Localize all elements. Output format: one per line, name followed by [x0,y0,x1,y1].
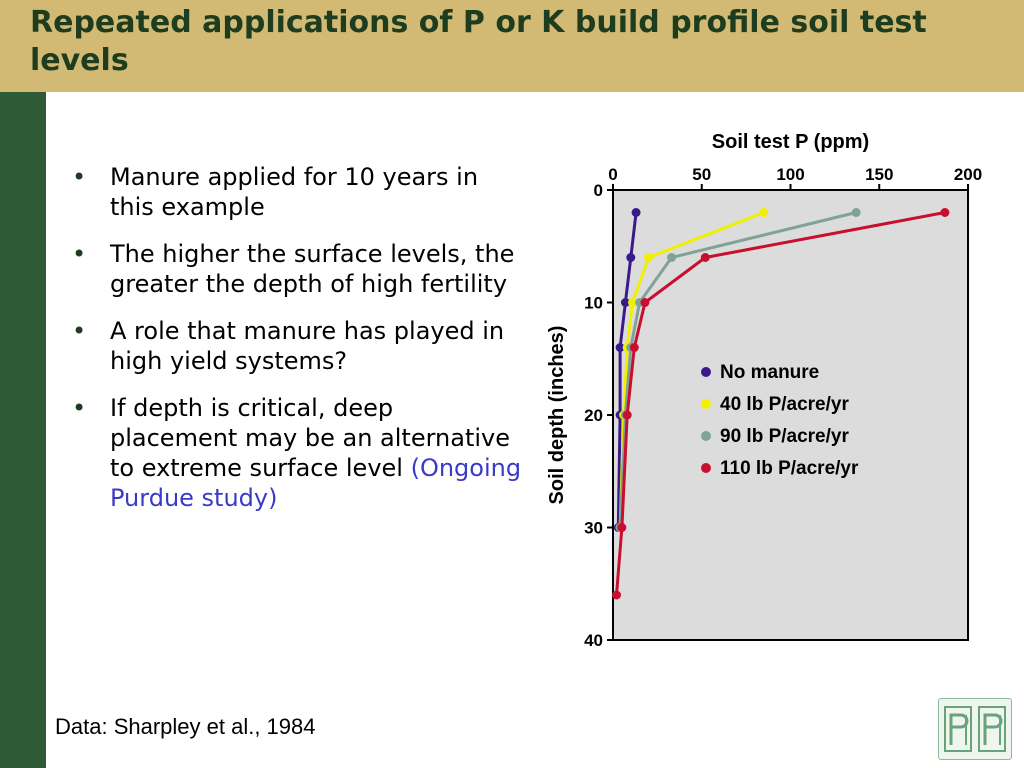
x-tick-label: 150 [865,165,893,184]
legend-marker [701,367,711,377]
bullet-dot-icon: • [72,163,87,191]
bullet-item: • Manure applied for 10 years in this exa… [72,162,522,222]
y-tick-label: 30 [584,519,603,538]
data-point [617,523,627,532]
legend-marker [701,463,711,473]
data-point [759,208,769,217]
legend-label: 40 lb P/acre/yr [720,394,849,415]
legend-label: 90 lb P/acre/yr [720,426,849,447]
soil-p-chart: Soil test P (ppm) 0 50 100 150 200 0 10 20 30 40 So… [546,131,982,650]
bullet-list: • Manure applied for 10 years in this exa… [72,162,522,530]
slide-title: Repeated applications of P or K build pr… [30,5,927,78]
data-point [644,253,653,262]
legend-label: 110 lb P/acre/yr [720,458,859,479]
data-point [615,343,625,352]
y-tick-label: 0 [594,181,603,200]
y-axis-label: Soil depth (inches) [546,326,568,505]
legend-marker [701,399,711,409]
x-tick-label: 50 [692,165,711,184]
x-tick-label: 100 [776,165,804,184]
side-bar [0,92,46,768]
data-point [628,298,638,307]
bullet-item: • A role that manure has played in high y… [72,316,522,376]
data-point [667,253,677,262]
y-tick-label: 20 [584,406,603,425]
ppi-ppic-logo-icon [938,698,1012,760]
x-tick-label: 0 [608,165,617,184]
bullet-text: Manure applied for 10 years in this exam… [110,163,479,221]
title-bar: Repeated applications of P or K build pr… [0,0,1024,92]
plot-area [612,189,969,641]
data-point [629,343,639,352]
data-point [640,298,650,307]
bullet-text: If depth is critical, deep placement may… [110,394,511,482]
bullet-accent-text: (Ongoing Purdue study) [110,454,522,512]
data-point [612,590,622,600]
y-tick-label: 40 [584,631,603,650]
bullet-dot-icon: • [72,240,87,268]
data-point [620,298,630,307]
bullet-dot-icon: • [72,317,87,345]
bullet-text: A role that manure has played in high yi… [110,317,505,375]
data-point [626,253,636,262]
bullet-dot-icon: • [72,394,87,422]
y-tick-label: 10 [584,294,603,313]
bullet-item: • The higher the surface levels, the grea… [72,239,522,299]
data-source-caption: Data: Sharpley et al., 1984 [55,714,316,739]
x-tick-label: 200 [954,165,982,184]
legend-marker [701,431,711,441]
series-line [618,211,857,528]
series-line [616,212,638,528]
data-point [631,208,641,217]
bullet-item: • If depth is critical, deep placement ma… [72,393,522,513]
data-point [622,410,632,420]
data-point [851,208,861,217]
bullet-text: The higher the surface levels, the great… [110,240,515,298]
chart-title: Soil test P (ppm) [712,131,869,153]
data-point [940,208,950,217]
data-point [700,253,710,262]
legend-label: No manure [720,362,819,383]
